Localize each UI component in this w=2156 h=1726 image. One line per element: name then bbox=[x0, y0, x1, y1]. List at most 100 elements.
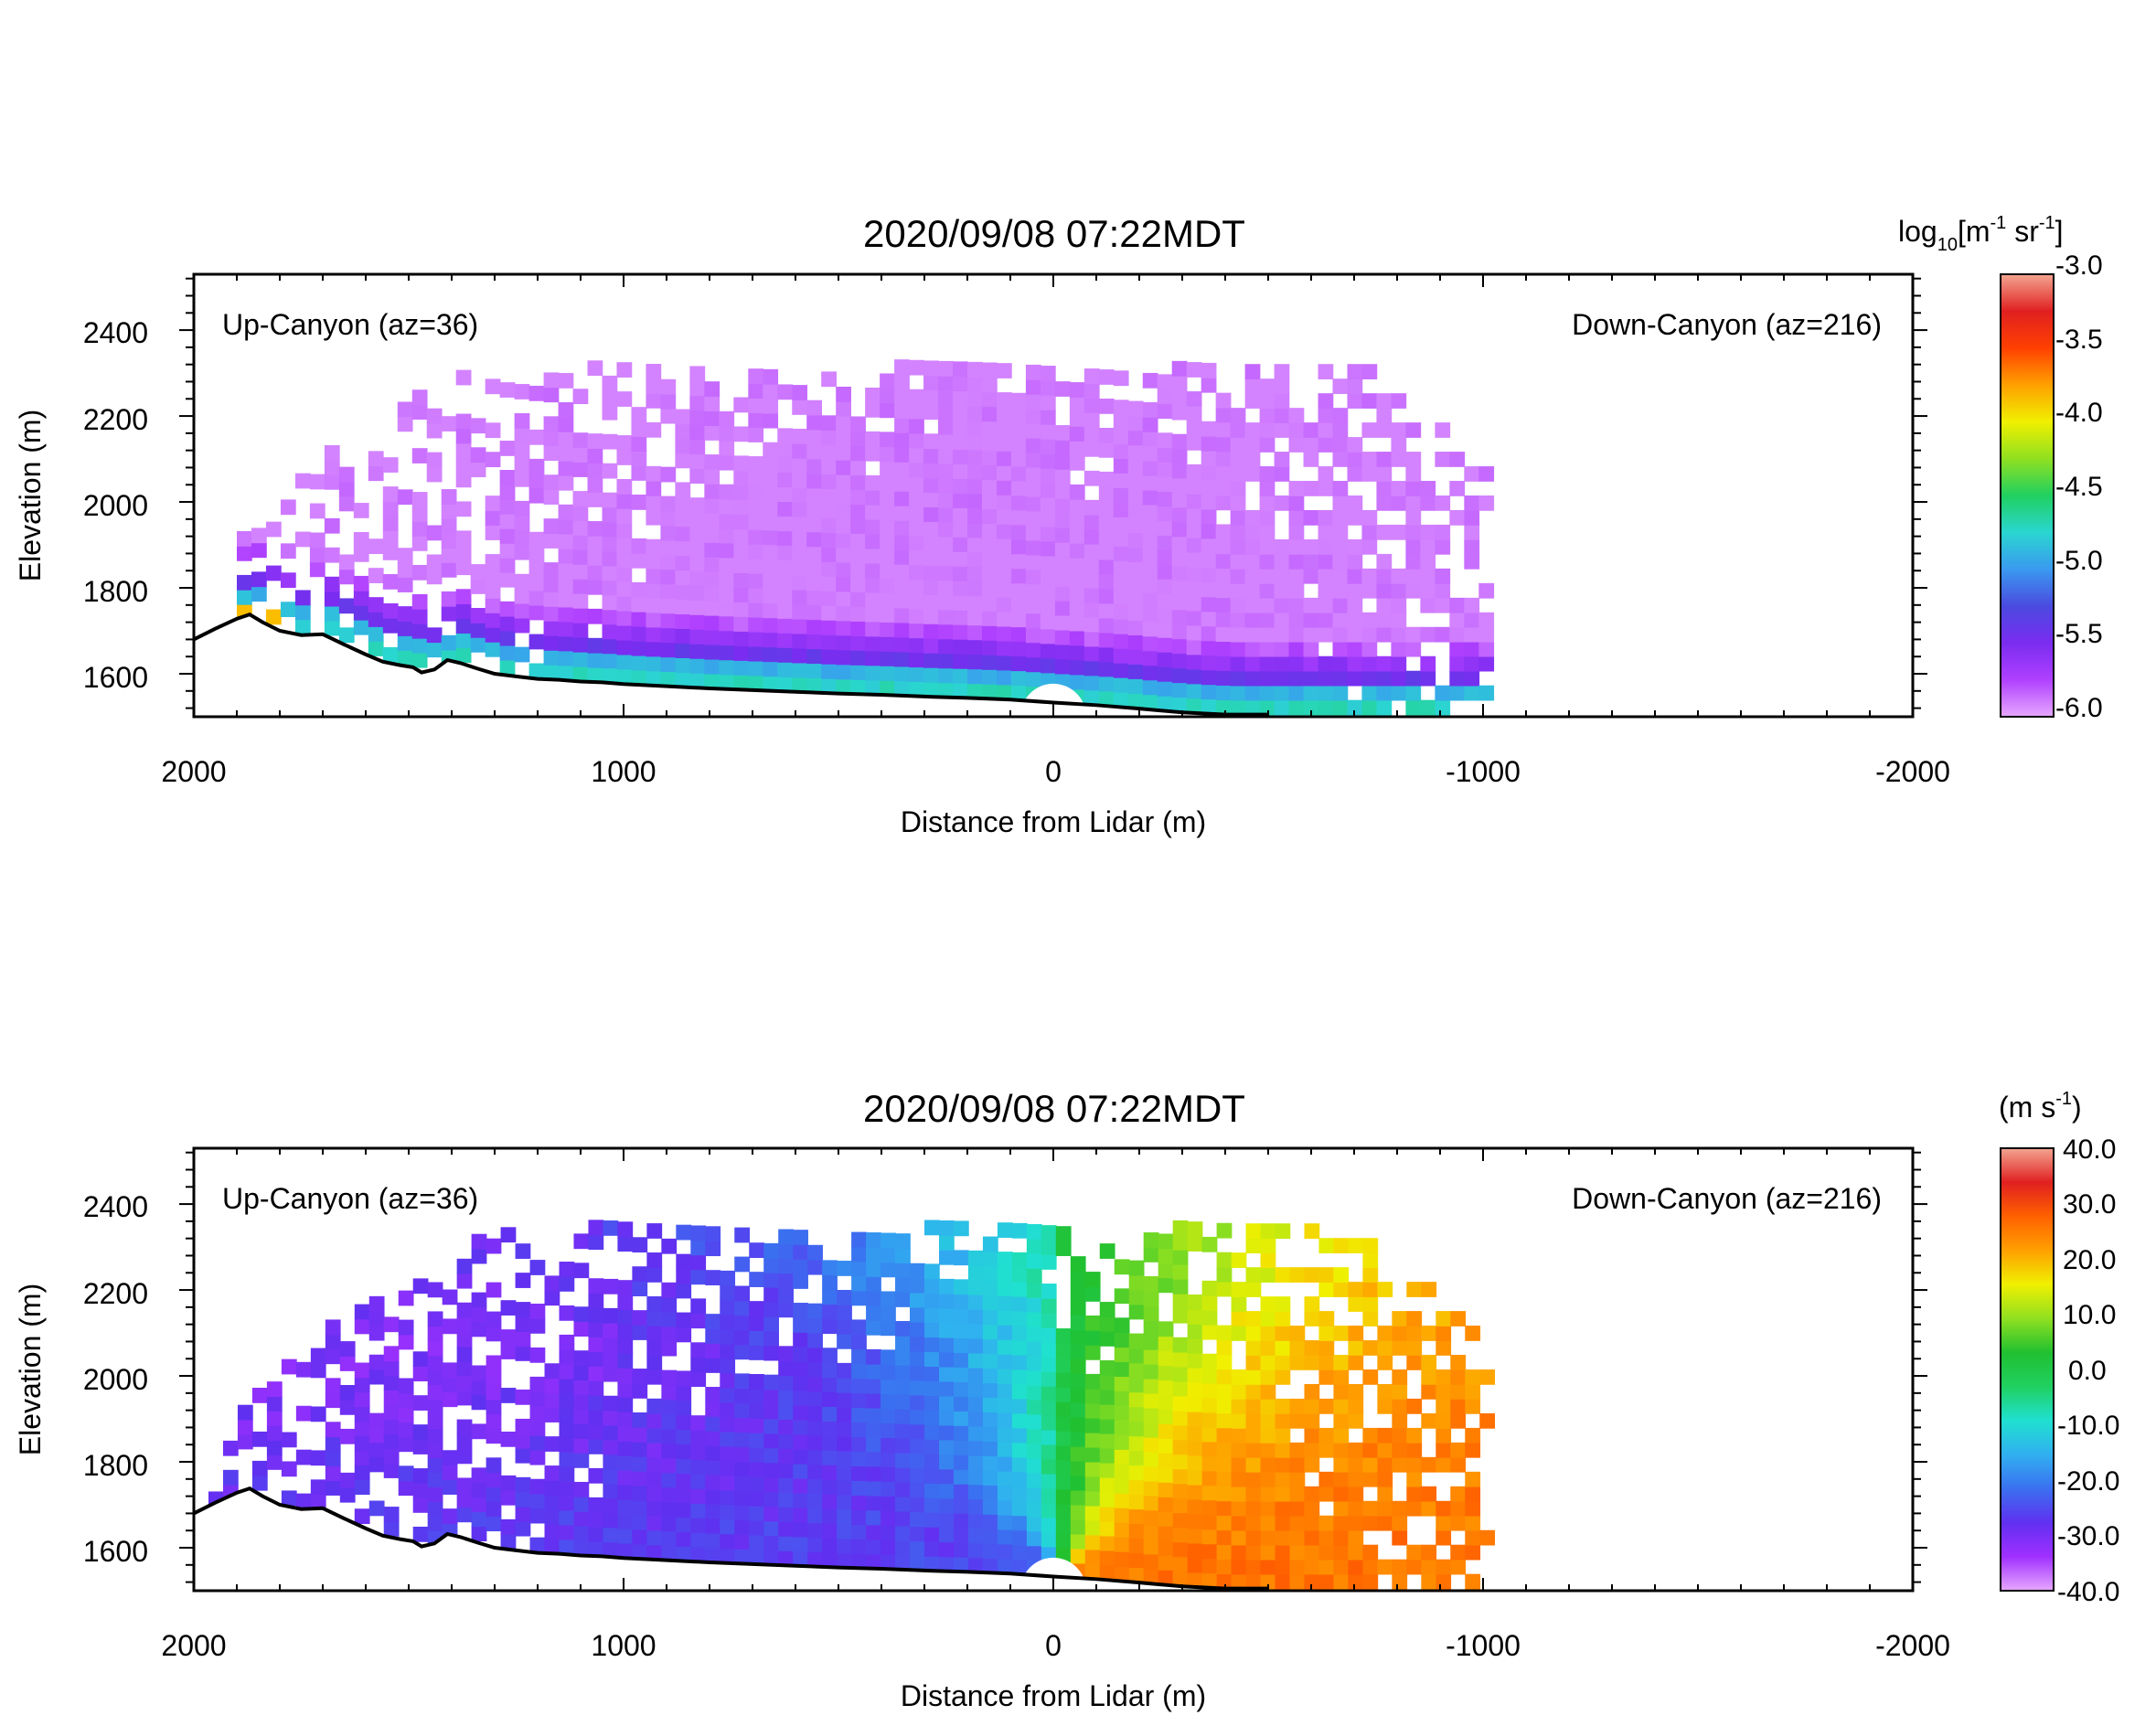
field-cell bbox=[325, 1480, 341, 1496]
field-cell bbox=[1143, 1334, 1159, 1350]
field-cell bbox=[880, 446, 895, 463]
field-cell bbox=[1186, 478, 1202, 495]
field-cell bbox=[910, 1555, 925, 1572]
field-cell bbox=[1025, 510, 1041, 527]
field-cell bbox=[1172, 1263, 1189, 1280]
field-cell bbox=[981, 611, 998, 626]
field-cell bbox=[661, 1340, 678, 1357]
field-cell bbox=[1157, 651, 1173, 667]
field-cell bbox=[515, 1447, 531, 1464]
field-cell bbox=[1099, 1359, 1115, 1376]
field-cell bbox=[894, 636, 910, 653]
field-cell bbox=[675, 555, 691, 571]
field-cell bbox=[1260, 1398, 1276, 1414]
field-cell bbox=[603, 1424, 619, 1441]
field-cell bbox=[1083, 616, 1100, 633]
field-cell bbox=[529, 1493, 546, 1509]
field-cell bbox=[880, 592, 895, 608]
field-cell bbox=[1054, 425, 1071, 441]
field-cell bbox=[1054, 600, 1071, 616]
field-cell bbox=[486, 1428, 502, 1444]
field-cell bbox=[967, 551, 983, 568]
field-cell bbox=[588, 1278, 604, 1294]
field-cell bbox=[967, 639, 983, 655]
field-cell bbox=[763, 1242, 779, 1259]
field-cell bbox=[865, 650, 881, 666]
field-cell bbox=[1231, 1471, 1247, 1487]
field-cell bbox=[1216, 1339, 1233, 1356]
field-cell bbox=[1128, 1391, 1145, 1408]
field-cell bbox=[704, 541, 720, 558]
field-cell bbox=[1303, 509, 1319, 526]
field-cell bbox=[1347, 670, 1363, 687]
field-cell bbox=[631, 669, 647, 686]
field-cell bbox=[1187, 1367, 1203, 1383]
field-cell bbox=[411, 389, 428, 406]
field-cell bbox=[997, 1382, 1013, 1399]
field-cell bbox=[660, 583, 677, 600]
field-cell bbox=[909, 681, 924, 698]
field-cell bbox=[1318, 1398, 1335, 1414]
field-cell bbox=[1289, 1559, 1306, 1575]
field-cell bbox=[1069, 382, 1085, 398]
field-cell bbox=[1201, 1499, 1218, 1516]
field-cell bbox=[455, 618, 472, 634]
field-cell bbox=[412, 1468, 429, 1484]
field-cell bbox=[1435, 538, 1451, 555]
field-cell bbox=[1231, 1515, 1247, 1531]
field-cell bbox=[1187, 1557, 1203, 1573]
field-cell bbox=[953, 1469, 969, 1485]
field-cell bbox=[265, 609, 282, 625]
field-cell bbox=[1318, 597, 1334, 613]
field-cell bbox=[603, 1351, 619, 1368]
field-cell bbox=[1026, 1326, 1042, 1342]
field-cell bbox=[821, 634, 837, 650]
field-cell bbox=[953, 1556, 969, 1572]
field-cell bbox=[806, 414, 822, 431]
field-cell bbox=[836, 678, 851, 695]
field-cell bbox=[821, 561, 837, 577]
field-cell bbox=[646, 1456, 663, 1473]
field-cell bbox=[646, 670, 662, 687]
field-cell bbox=[704, 658, 720, 675]
field-cell bbox=[821, 371, 837, 388]
field-cell bbox=[851, 1334, 867, 1350]
field-cell bbox=[397, 577, 413, 592]
field-cell bbox=[1041, 1429, 1057, 1445]
field-cell bbox=[382, 545, 399, 560]
field-cell bbox=[1435, 452, 1451, 467]
field-cell bbox=[1114, 1478, 1130, 1494]
field-cell bbox=[806, 458, 822, 474]
field-cell bbox=[1332, 641, 1349, 657]
field-cell bbox=[1142, 621, 1158, 637]
field-cell bbox=[1406, 1500, 1423, 1517]
field-cell bbox=[646, 1398, 663, 1414]
field-cell bbox=[1361, 524, 1378, 540]
field-cell bbox=[997, 1412, 1013, 1428]
field-cell bbox=[734, 1227, 751, 1243]
field-cell bbox=[733, 558, 750, 574]
field-cell bbox=[778, 1492, 794, 1508]
field-cell bbox=[866, 1553, 881, 1570]
field-cell bbox=[295, 1405, 312, 1422]
field-cell bbox=[427, 1486, 443, 1502]
field-cell bbox=[1275, 1267, 1291, 1283]
field-cell bbox=[733, 514, 750, 530]
field-cell bbox=[996, 363, 1012, 378]
field-cell bbox=[1420, 626, 1436, 643]
field-cell bbox=[500, 1475, 517, 1491]
field-cell bbox=[603, 1454, 619, 1470]
field-cell bbox=[368, 538, 384, 555]
field-cell bbox=[748, 660, 764, 677]
field-cell bbox=[632, 1412, 648, 1428]
field-cell bbox=[1143, 1290, 1159, 1306]
field-cell bbox=[646, 509, 662, 526]
field-cell bbox=[1026, 1545, 1042, 1561]
field-cell bbox=[923, 521, 939, 537]
field-cell bbox=[1288, 437, 1305, 453]
backscatter-field bbox=[237, 359, 1495, 750]
field-cell bbox=[397, 548, 413, 564]
field-cell bbox=[1361, 685, 1378, 701]
field-cell bbox=[749, 1417, 765, 1433]
field-cell bbox=[953, 551, 968, 567]
